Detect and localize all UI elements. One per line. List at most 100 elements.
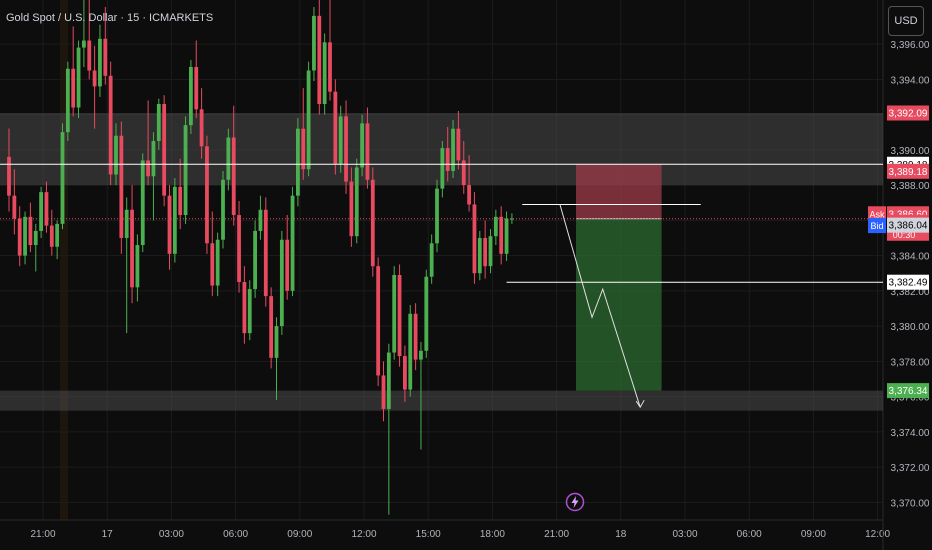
candle-body [493, 216, 498, 237]
candle [370, 167, 375, 277]
candle-body [87, 40, 92, 71]
candle [510, 213, 514, 224]
candle-body [263, 209, 268, 297]
x-tick-label: 03:00 [159, 529, 184, 540]
candle [296, 118, 300, 207]
candle [237, 200, 241, 293]
candle [7, 128, 11, 212]
candle [285, 215, 290, 300]
projection-path [559, 204, 641, 408]
candle [451, 119, 455, 179]
candle-body [435, 188, 439, 244]
x-tick-label: 06:00 [737, 529, 762, 540]
candle-body [472, 204, 477, 274]
stop-loss-zone [576, 164, 662, 219]
candle-body [365, 123, 370, 180]
candle [146, 100, 150, 186]
candle-body [167, 195, 172, 254]
candle [312, 7, 316, 82]
candle-body [499, 216, 504, 254]
candle-body [349, 181, 354, 237]
candle [205, 135, 209, 254]
candle [124, 197, 129, 334]
price-label-bg [887, 274, 929, 290]
candle-body [205, 146, 209, 244]
price-label-text: 3,382.49 [889, 278, 928, 289]
candle [483, 220, 488, 279]
support-resistance-zone [0, 390, 883, 411]
x-tick-label: 03:00 [672, 529, 697, 540]
candle-body [317, 15, 322, 104]
candle [82, 0, 86, 67]
candle [349, 167, 354, 247]
x-tick-label: 09:00 [801, 529, 826, 540]
candle-body [477, 237, 482, 274]
currency-button[interactable]: USD [888, 6, 924, 36]
candle-body [76, 47, 81, 108]
candle [108, 61, 113, 186]
candle [269, 287, 274, 369]
candle-body [354, 167, 359, 237]
y-tick-label: 3,372.00 [891, 463, 930, 474]
candle [429, 234, 434, 284]
candle-body [194, 66, 199, 110]
candle-body [328, 42, 332, 92]
lightning-event-icon[interactable] [565, 492, 585, 512]
y-tick-label: 3,394.00 [891, 75, 930, 86]
candle [499, 206, 504, 265]
candle-body [210, 243, 215, 286]
candle-body [306, 70, 311, 170]
x-tick-label: 17 [102, 529, 114, 540]
y-tick-label: 3,378.00 [891, 357, 930, 368]
take-profit-zone [576, 218, 662, 391]
candle-body [108, 75, 113, 175]
candle [71, 26, 76, 117]
price-tag-bg [868, 206, 886, 222]
candle [392, 266, 397, 360]
candle-body [247, 289, 252, 334]
candle [354, 158, 359, 244]
candle-body [98, 38, 102, 87]
candle-body [253, 230, 257, 290]
candle-body [44, 192, 49, 226]
candle-body [140, 160, 145, 246]
candle [33, 223, 38, 272]
y-tick-label: 3,382.00 [891, 287, 930, 298]
candle [210, 211, 215, 297]
candle [477, 230, 482, 281]
price-tag-text: Bid [870, 221, 883, 231]
candle-body [290, 195, 295, 291]
symbol-title: Gold Spot / U.S. Dollar · 15 · ICMARKETS [6, 12, 214, 24]
candle-body [376, 266, 381, 376]
candle [403, 345, 407, 402]
candle [215, 232, 220, 297]
candle [386, 343, 391, 515]
candle [76, 40, 81, 119]
candle [44, 181, 49, 233]
candle [279, 230, 284, 335]
candle-body [82, 40, 86, 48]
candle [140, 153, 145, 253]
candle-body [445, 148, 450, 171]
candle [92, 45, 97, 129]
price-axis-label: 3,382.49 [887, 274, 929, 290]
candle-body [408, 313, 413, 390]
candle [60, 123, 65, 230]
candle-body [392, 274, 397, 353]
candle-body [301, 128, 306, 170]
candle-body [456, 128, 461, 161]
candle-body [504, 218, 509, 254]
price-axis-label: 3,392.09 [887, 105, 929, 121]
candle-body [12, 195, 17, 219]
candle-body [119, 135, 124, 238]
candle [103, 7, 108, 85]
candle-body [370, 179, 375, 267]
candle-body [419, 350, 423, 360]
candle [226, 128, 231, 191]
candle [55, 220, 60, 260]
candle-body [429, 243, 434, 277]
candle-body [60, 132, 65, 224]
candle-body [130, 209, 134, 288]
